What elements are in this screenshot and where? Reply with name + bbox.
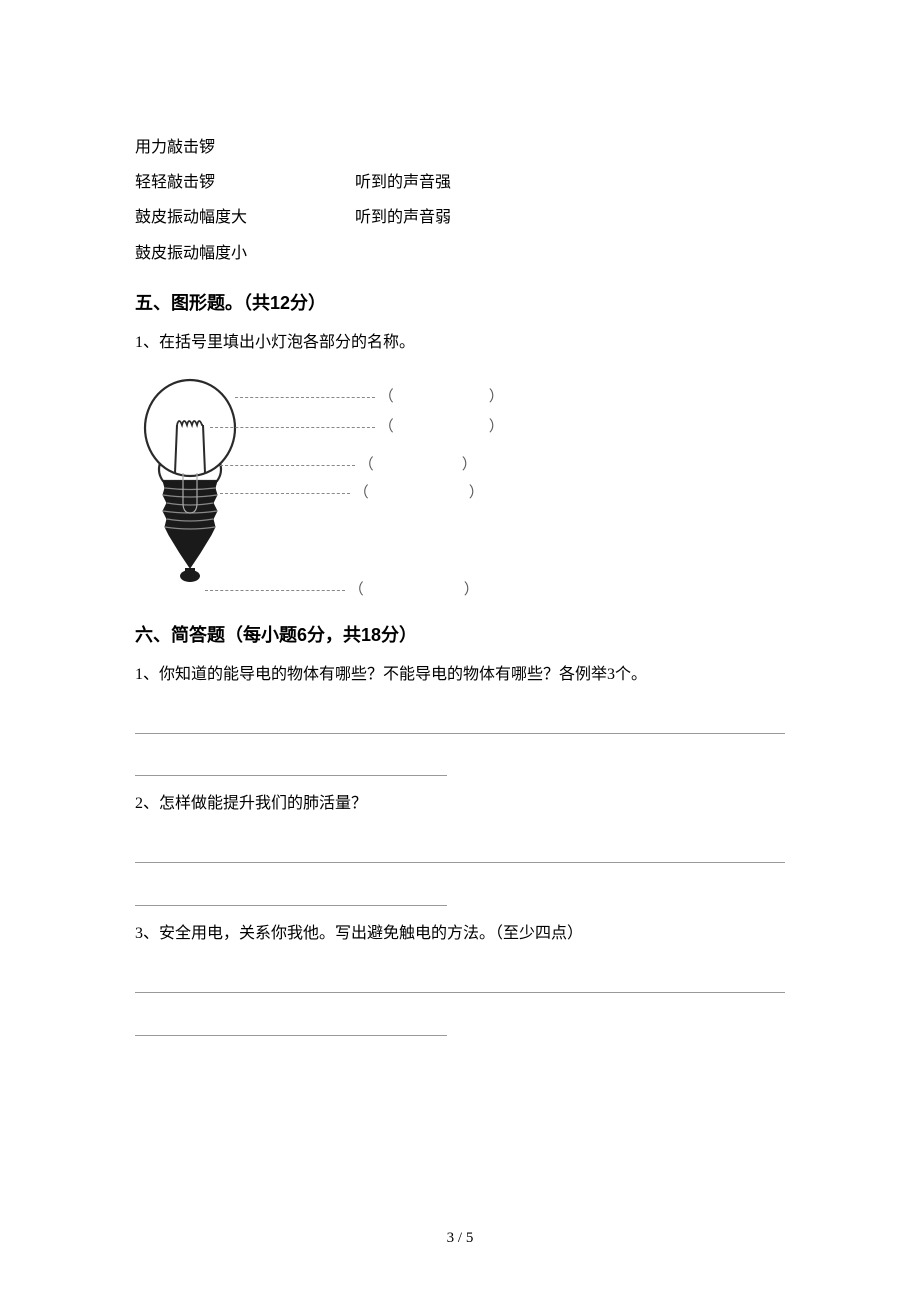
bulb-label-4: （） bbox=[220, 481, 484, 502]
intro-row2-right: 听到的声音强 bbox=[355, 165, 785, 200]
intro-row1-left: 用力敲击锣 bbox=[135, 130, 355, 165]
section6-q3: 3、安全用电，关系你我他。写出避免触电的方法。（至少四点） bbox=[135, 918, 785, 950]
section6-heading: 六、简答题（每小题6分，共18分） bbox=[135, 621, 785, 647]
section6-q1: 1、你知道的能导电的物体有哪些？不能导电的物体有哪些？各例举3个。 bbox=[135, 659, 785, 691]
bulb-diagram: （） （） （） （） （） bbox=[135, 373, 495, 603]
bulb-label-1: （） bbox=[235, 385, 504, 406]
intro-row4-left: 鼓皮振动幅度小 bbox=[135, 236, 355, 271]
answer-line bbox=[135, 1007, 447, 1036]
bulb-label-3: （） bbox=[220, 453, 477, 474]
intro-row3-left: 鼓皮振动幅度大 bbox=[135, 200, 355, 235]
section5-heading: 五、图形题。（共12分） bbox=[135, 289, 785, 315]
intro-row3-right: 听到的声音弱 bbox=[355, 200, 785, 235]
section6-q2: 2、怎样做能提升我们的肺活量？ bbox=[135, 788, 785, 820]
bulb-label-5: （） bbox=[205, 578, 479, 599]
page-number: 3 / 5 bbox=[0, 1230, 920, 1247]
answer-line bbox=[135, 877, 447, 906]
bulb-label-2: （） bbox=[210, 415, 504, 436]
matching-intro: 用力敲击锣 轻轻敲击锣 听到的声音强 鼓皮振动幅度大 听到的声音弱 鼓皮振动幅度… bbox=[135, 130, 785, 271]
answer-line bbox=[135, 964, 785, 993]
answer-line bbox=[135, 748, 447, 777]
answer-line bbox=[135, 834, 785, 863]
answer-line bbox=[135, 705, 785, 734]
section5-q1: 1、在括号里填出小灯泡各部分的名称。 bbox=[135, 327, 785, 359]
intro-row2-left: 轻轻敲击锣 bbox=[135, 165, 355, 200]
